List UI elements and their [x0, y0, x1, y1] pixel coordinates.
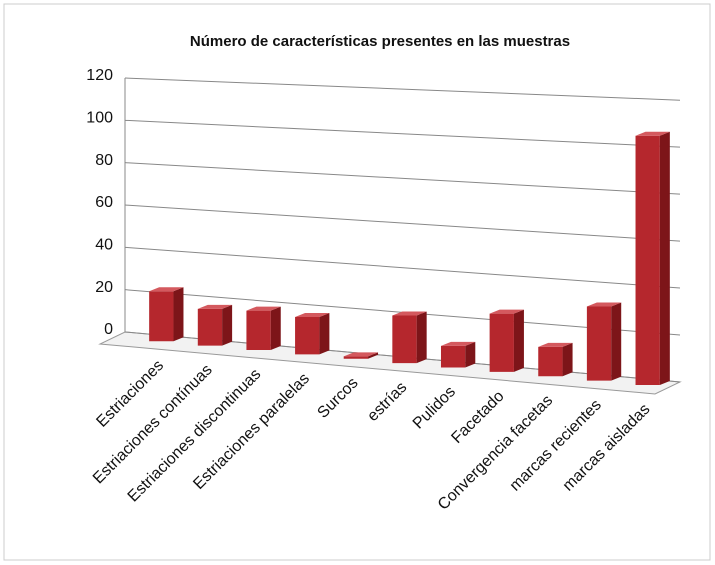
bar-face: [538, 346, 563, 377]
bar-face: [440, 345, 466, 368]
grid-line: [124, 119, 681, 148]
bar-face: [295, 316, 320, 355]
bar: [635, 131, 670, 386]
y-tick-label: 40: [95, 237, 113, 254]
bar: [295, 312, 330, 355]
y-tick-label: 80: [95, 152, 113, 169]
bar-face: [440, 341, 476, 346]
bar-face: [270, 306, 281, 351]
bar-face: [635, 135, 660, 386]
bar-face: [489, 309, 524, 314]
y-tick-label: 100: [86, 110, 113, 127]
bar-face: [246, 306, 281, 311]
bar-face: [343, 356, 369, 359]
bar: [538, 342, 573, 377]
bar: [197, 304, 233, 346]
bar-face: [343, 352, 379, 357]
bar: [392, 311, 427, 364]
grid-line: [124, 77, 681, 101]
chart-title: Número de características presentes en l…: [190, 33, 570, 50]
y-tick-label: 60: [95, 194, 113, 211]
bar-face: [246, 310, 271, 351]
bar-face: [368, 352, 379, 359]
bar-face: [295, 312, 330, 317]
y-tick-label: 20: [95, 279, 113, 296]
bar-face: [513, 309, 524, 372]
bar-face: [392, 315, 417, 364]
grid-line: [124, 246, 681, 289]
bar-face: [586, 302, 622, 307]
bar-face: [538, 342, 573, 347]
grid-line: [124, 204, 681, 242]
bar-face: [611, 302, 622, 381]
bar: [149, 287, 184, 342]
bar: [489, 309, 524, 372]
bar-face: [562, 342, 573, 377]
bar-face: [197, 308, 223, 346]
bar-face: [659, 131, 670, 386]
bar-face: [319, 312, 330, 355]
bar-face: [149, 291, 174, 342]
bar-face: [149, 287, 184, 292]
bar: [343, 352, 379, 359]
bar-face: [586, 306, 612, 381]
bar-face: [416, 311, 427, 364]
y-tick-label: 0: [104, 321, 113, 338]
bar: [586, 302, 622, 381]
bar-face: [173, 287, 184, 342]
bar-face: [222, 304, 233, 346]
grid-line: [124, 162, 681, 195]
y-tick-label: 120: [86, 67, 113, 84]
bar: [440, 341, 476, 368]
bar-face: [392, 311, 427, 316]
bar: [246, 306, 281, 351]
bar-face: [635, 131, 670, 136]
bar-face: [465, 341, 476, 368]
bar-face: [197, 304, 233, 309]
bar-face: [489, 313, 514, 372]
